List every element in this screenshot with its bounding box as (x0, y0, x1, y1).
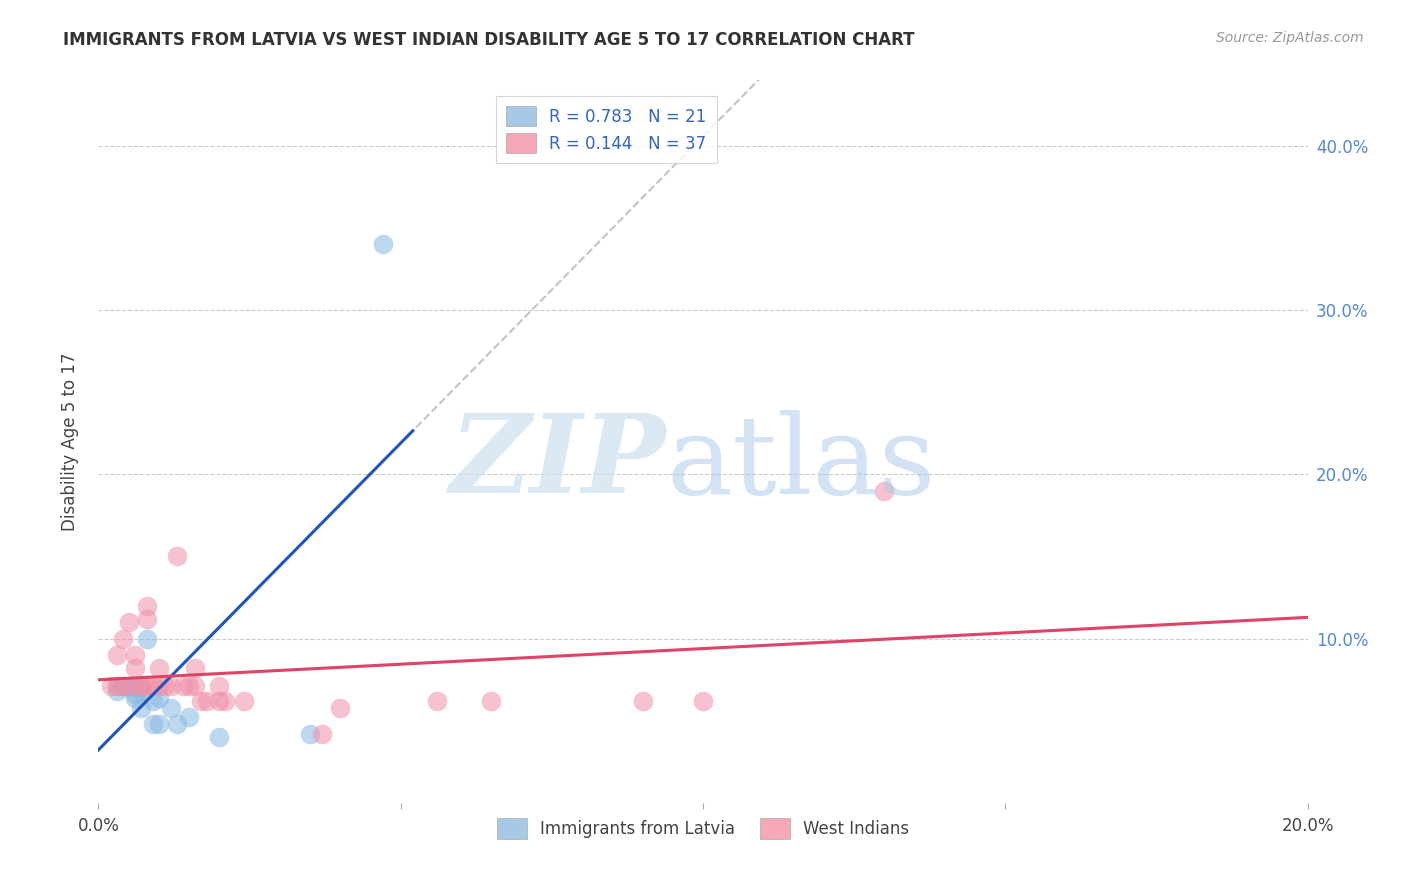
Point (232, 694, 254, 708)
Point (481, 694, 503, 708)
Text: IMMIGRANTS FROM LATVIA VS WEST INDIAN DISABILITY AGE 5 TO 17 CORRELATION CHART: IMMIGRANTS FROM LATVIA VS WEST INDIAN DI… (63, 31, 915, 49)
Point (692, 694, 714, 708)
Point (124, 687, 146, 701)
Point (195, 694, 218, 708)
Point (179, 679, 201, 693)
Point (371, 237, 394, 252)
Legend: Immigrants from Latvia, West Indians: Immigrants from Latvia, West Indians (486, 808, 920, 848)
Point (190, 694, 212, 708)
Point (105, 684, 128, 698)
Point (105, 679, 128, 693)
Point (172, 679, 194, 693)
Point (148, 717, 170, 731)
Point (329, 700, 352, 714)
Point (111, 632, 134, 646)
Point (208, 679, 231, 693)
Point (299, 727, 322, 741)
Point (208, 730, 231, 744)
Point (166, 549, 188, 564)
Point (100, 679, 122, 693)
Point (135, 679, 157, 693)
Point (153, 679, 176, 693)
Point (135, 599, 157, 613)
Point (129, 679, 152, 693)
Point (160, 679, 183, 693)
Point (129, 679, 152, 693)
Point (166, 717, 188, 731)
Point (124, 661, 146, 675)
Point (214, 694, 236, 708)
Point (129, 700, 152, 714)
Point (105, 679, 128, 693)
Point (160, 700, 183, 714)
Point (142, 679, 165, 693)
Point (111, 679, 134, 693)
Point (142, 717, 165, 731)
Point (111, 679, 134, 693)
Text: ZIP: ZIP (450, 409, 666, 517)
Point (105, 648, 128, 662)
Point (873, 483, 896, 498)
Point (118, 679, 141, 693)
Point (148, 679, 170, 693)
Point (426, 694, 449, 708)
Point (124, 648, 146, 662)
Point (129, 679, 152, 693)
Point (135, 612, 157, 626)
Point (179, 710, 201, 724)
Point (311, 727, 333, 741)
Text: atlas: atlas (666, 409, 936, 516)
Point (118, 615, 141, 630)
Point (631, 694, 654, 708)
Y-axis label: Disability Age 5 to 17: Disability Age 5 to 17 (60, 352, 79, 531)
Point (148, 690, 170, 705)
Point (124, 690, 146, 705)
Point (184, 661, 207, 675)
Text: Source: ZipAtlas.com: Source: ZipAtlas.com (1216, 31, 1364, 45)
Point (135, 632, 157, 646)
Point (129, 684, 152, 698)
Point (208, 694, 231, 708)
Point (148, 661, 170, 675)
Point (184, 679, 207, 693)
Point (124, 679, 146, 693)
Point (118, 679, 141, 693)
Point (142, 694, 165, 708)
